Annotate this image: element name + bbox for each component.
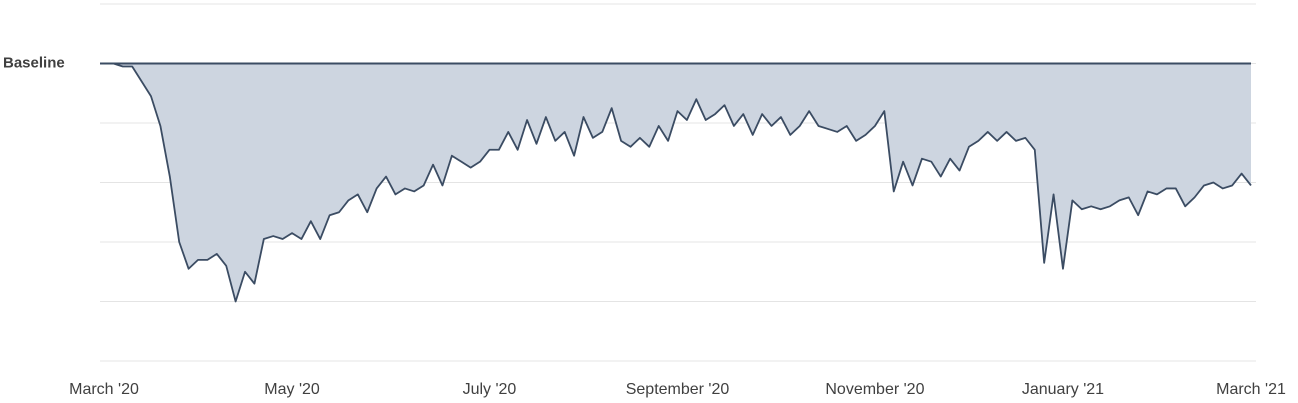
x-tick-label: March '20 xyxy=(69,381,139,398)
y-tick-label: Baseline xyxy=(3,54,65,71)
line xyxy=(104,62,1252,303)
x-tick-label: July '20 xyxy=(463,381,517,398)
area xyxy=(104,63,1251,302)
x-tick-label: November '20 xyxy=(825,381,924,398)
x-tick-label: September '20 xyxy=(626,381,730,398)
x-tick-label: May '20 xyxy=(264,381,320,398)
x-tick-label: March '21 xyxy=(1216,381,1286,398)
x-tick-label: January '21 xyxy=(1022,381,1104,398)
